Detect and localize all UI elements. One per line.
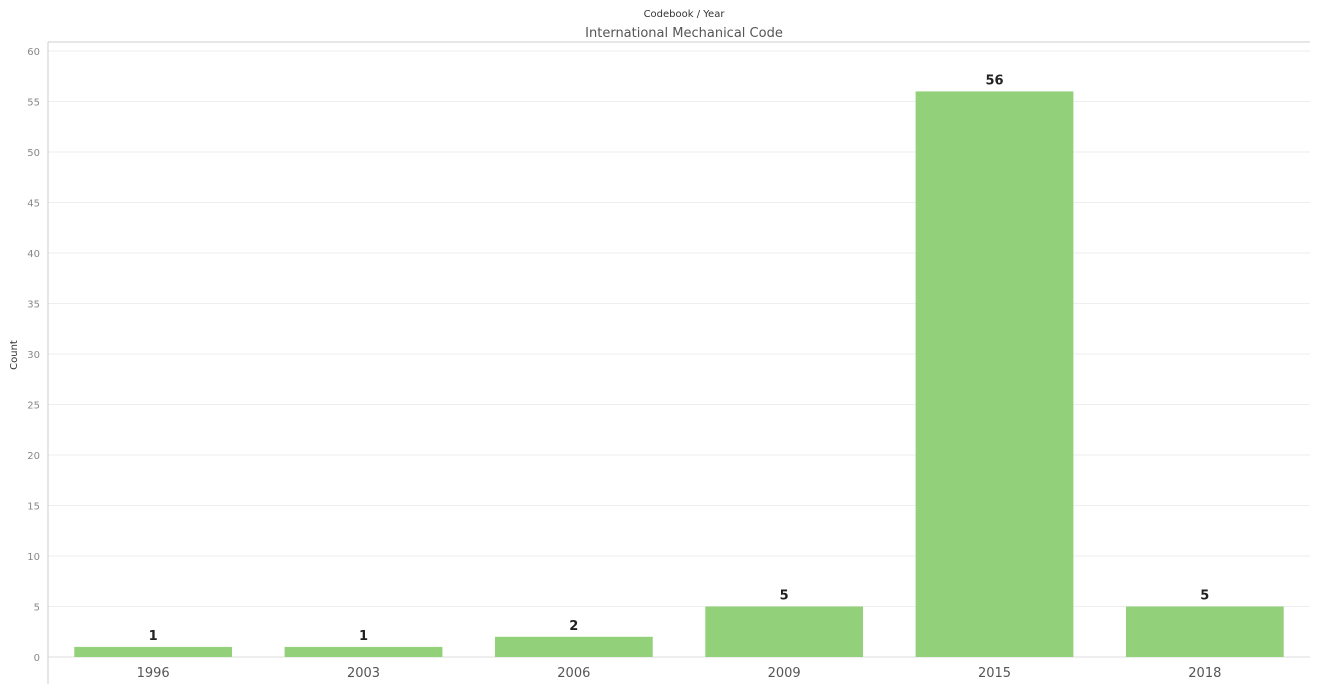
bar-2006 bbox=[494, 636, 653, 657]
x-tick-label-2003: 2003 bbox=[347, 666, 380, 681]
x-tick-label-1996: 1996 bbox=[137, 666, 170, 681]
bar-label-2015: 56 bbox=[985, 73, 1003, 88]
bars bbox=[74, 91, 1284, 657]
bar-2015 bbox=[915, 91, 1074, 657]
y-axis-title: Count bbox=[9, 340, 20, 370]
x-tick-label-2009: 2009 bbox=[768, 666, 801, 681]
y-tick-label: 45 bbox=[27, 199, 40, 210]
y-tick-label: 25 bbox=[27, 401, 40, 412]
axes bbox=[47, 41, 1310, 684]
x-tick-label-2018: 2018 bbox=[1188, 666, 1221, 681]
x-tick-label-2006: 2006 bbox=[557, 666, 590, 681]
column-header: Codebook / Year bbox=[644, 9, 726, 20]
bar-2009 bbox=[705, 606, 864, 657]
y-tick-label: 0 bbox=[34, 653, 40, 664]
y-axis-ticks: 0 5 10 15 20 25 30 35 40 45 50 55 60 bbox=[27, 47, 40, 664]
y-tick-label: 50 bbox=[27, 148, 40, 159]
y-tick-label: 5 bbox=[34, 603, 40, 614]
y-tick-label: 15 bbox=[27, 502, 40, 513]
x-axis-ticks: 1996 2003 2006 2009 2015 2018 bbox=[137, 666, 1222, 681]
y-tick-label: 40 bbox=[27, 249, 40, 260]
y-tick-label: 35 bbox=[27, 300, 40, 311]
y-tick-label: 60 bbox=[27, 47, 40, 58]
y-tick-label: 55 bbox=[27, 98, 40, 109]
bar-label-1996: 1 bbox=[149, 629, 158, 644]
bar-label-2018: 5 bbox=[1200, 589, 1209, 604]
bar-2018 bbox=[1125, 606, 1284, 657]
y-tick-label: 20 bbox=[27, 451, 40, 462]
bar-1996 bbox=[74, 646, 233, 657]
bar-data-labels: 1 1 2 5 56 5 bbox=[149, 73, 1210, 644]
y-tick-label: 10 bbox=[27, 552, 40, 563]
gridlines bbox=[48, 50, 1310, 607]
bar-label-2006: 2 bbox=[569, 619, 578, 634]
bar-2003 bbox=[284, 646, 443, 657]
bar-label-2003: 1 bbox=[359, 629, 368, 644]
y-tick-label: 30 bbox=[27, 350, 40, 361]
bar-label-2009: 5 bbox=[780, 589, 789, 604]
pane-title: International Mechanical Code bbox=[585, 26, 783, 41]
x-tick-label-2015: 2015 bbox=[978, 666, 1011, 681]
